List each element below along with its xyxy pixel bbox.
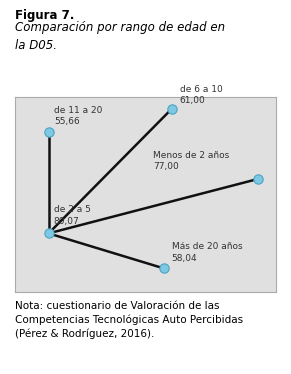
Point: [169, 106, 174, 112]
Point: [256, 176, 260, 182]
Text: Figura 7.: Figura 7.: [15, 9, 74, 22]
Text: Más de 20 años
58,04: Más de 20 años 58,04: [172, 242, 242, 263]
Text: Menos de 2 años
77,00: Menos de 2 años 77,00: [153, 151, 230, 171]
Point: [162, 266, 166, 272]
Text: Nota: cuestionario de Valoración de las
Competencias Tecnológicas Auto Percibida: Nota: cuestionario de Valoración de las …: [15, 301, 243, 339]
Text: Comparación por rango de edad en
la D05.: Comparación por rango de edad en la D05.: [15, 21, 225, 52]
Text: de 11 a 20
55,66: de 11 a 20 55,66: [54, 106, 102, 126]
Text: de 6 a 10
61,00: de 6 a 10 61,00: [180, 85, 222, 105]
Point: [46, 129, 51, 135]
Point: [46, 230, 51, 236]
Text: de 2 a 5
80,07: de 2 a 5 80,07: [54, 205, 91, 226]
